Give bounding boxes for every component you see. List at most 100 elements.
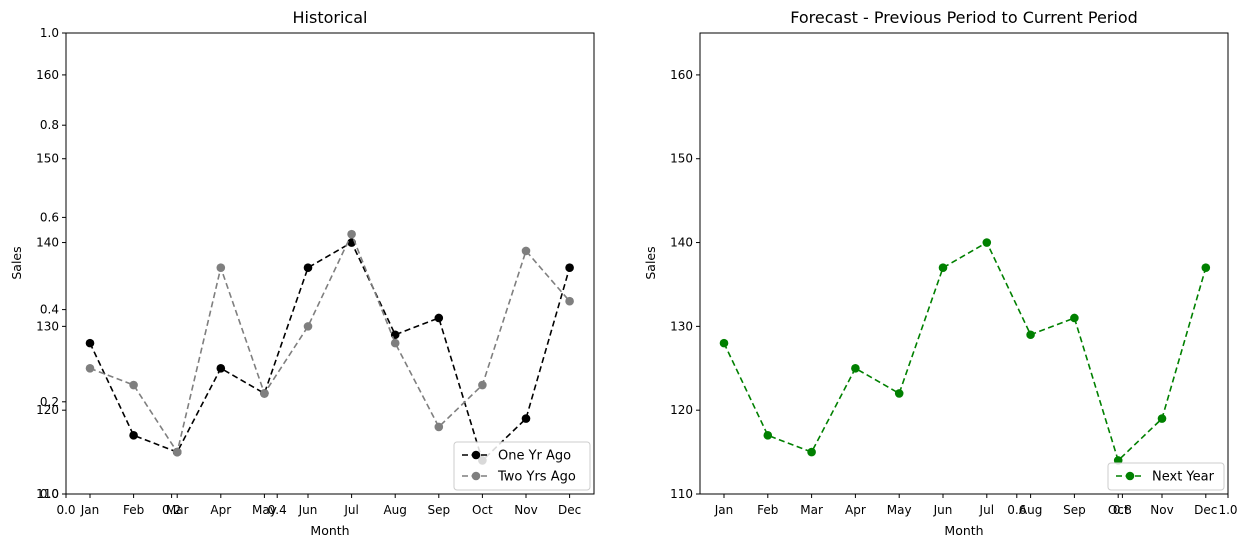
right-overlay-x-tick-label: 1.0 (1218, 503, 1237, 517)
right-series-0-point (719, 338, 729, 348)
right-x-axis-label: Month (944, 523, 983, 538)
right-legend-box (1107, 462, 1225, 491)
right-axes-frame (699, 32, 1229, 495)
right-series-0-point (1157, 414, 1167, 423)
right-x-tick-label: Aug (1019, 503, 1042, 517)
right-legend-marker (1125, 471, 1135, 481)
left-x-tick-label: Aug (383, 503, 406, 517)
left-series-1-point (347, 229, 356, 239)
left-x-tick-label: Jan (80, 503, 100, 517)
left-series-0-point (390, 330, 400, 340)
left-series-1-point (521, 246, 531, 256)
left-chart-title: Historical (293, 8, 368, 27)
right-series-0-point (938, 263, 948, 272)
right-x-tick-label: Jul (979, 503, 994, 517)
left-x-tick-label: Oct (472, 503, 493, 517)
left-series-line-1 (89, 232, 571, 455)
left-x-tick-label: Mar (166, 503, 189, 517)
left-overlay-x-tick-label: 0.0 (56, 503, 75, 517)
left-overlay-y-tick-label: 0.4 (40, 303, 59, 317)
left-series-1-point (434, 422, 444, 432)
left-x-tick-label: Apr (210, 503, 231, 517)
left-series-1-point (303, 322, 313, 331)
left-series-1-point (390, 338, 400, 348)
right-y-tick-label: 140 (670, 236, 693, 250)
left-y-tick-label: 130 (36, 319, 59, 333)
right-y-axis-label: Sales (643, 246, 658, 279)
right-series-0-point (851, 363, 860, 373)
right-series-0-point (982, 238, 992, 247)
right-y-tick-label: 160 (670, 68, 693, 82)
left-series-1-point (565, 296, 574, 306)
right-x-tick-label: Mar (800, 503, 823, 517)
right-y-tick-label: 120 (670, 403, 693, 417)
left-series-0-point (129, 431, 138, 440)
right-chart-title: Forecast - Previous Period to Current Pe… (790, 8, 1138, 27)
right-x-tick-label: Apr (845, 503, 866, 517)
left-legend-marker (471, 471, 481, 481)
right-overlay-x-tick-label: 0.8 (1113, 503, 1132, 517)
left-series-0-point (85, 338, 95, 348)
right-series-line-0 (723, 241, 1207, 462)
left-x-tick-label: Sep (427, 503, 450, 517)
left-y-tick-label: 120 (36, 403, 59, 417)
left-series-0-point (521, 414, 531, 423)
right-x-tick-label: Nov (1150, 503, 1173, 517)
right-y-tick-label: 130 (670, 319, 693, 333)
right-y-tick-label: 110 (670, 487, 693, 501)
left-overlay-x-tick-label: 0.4 (268, 503, 287, 517)
right-series-0-point (1201, 263, 1211, 272)
left-x-tick-label: Nov (514, 503, 537, 517)
left-x-tick-label: May (252, 503, 277, 517)
right-x-tick-label: Jun (933, 503, 953, 517)
right-series-0-point (1070, 313, 1079, 323)
left-plot-area: 110 120 130 140 150 160 Jan Feb Mar Apr May Jun Jul A… (36, 26, 595, 517)
left-overlay-x-tick-label: 0.2 (162, 503, 181, 517)
left-overlay-y-tick-label: 0.6 (40, 210, 59, 224)
right-series-0-point (1026, 330, 1035, 340)
left-series-1-point (260, 389, 269, 398)
left-series-1-point (478, 380, 487, 390)
left-y-tick-label: 150 (36, 152, 59, 166)
left-x-tick-label: Jul (343, 503, 358, 517)
left-series-0-point (216, 363, 226, 373)
left-legend-label: One Yr Ago (498, 449, 571, 464)
left-y-axis-label: Sales (9, 246, 24, 279)
right-x-tick-label: Jan (714, 503, 734, 517)
left-series-1-point (129, 380, 138, 390)
right-x-tick-label: Oct (1108, 503, 1129, 517)
left-y-tick-label: 160 (36, 68, 59, 82)
left-x-axis-label: Month (310, 523, 349, 538)
right-plot-area: 110 120 130 140 150 160 Jan Feb Mar Apr May Jun Jul A… (670, 32, 1238, 517)
left-overlay-y-tick-label: 0.0 (40, 487, 59, 501)
left-overlay-y-tick-label: 0.8 (40, 118, 59, 132)
left-overlay-y-tick-label: 0.2 (40, 395, 59, 409)
right-legend-label: Next Year (1152, 470, 1215, 485)
right-overlay-x-tick-label: 0.6 (1007, 503, 1026, 517)
left-series-0-point (565, 263, 574, 272)
left-y-tick-label: 140 (36, 236, 59, 250)
left-series-0-point (303, 263, 313, 272)
left-series-1-point (85, 363, 95, 373)
right-x-tick-label: May (887, 503, 912, 517)
left-series-1-point (216, 263, 226, 272)
left-legend-box (453, 441, 591, 491)
left-x-tick-label: Dec (558, 503, 581, 517)
right-x-tick-label: Feb (757, 503, 778, 517)
right-y-tick-label: 150 (670, 152, 693, 166)
left-overlay-y-tick-label: 1.0 (40, 26, 59, 40)
right-x-tick-label: Sep (1063, 503, 1086, 517)
left-legend-marker (471, 450, 481, 460)
left-x-tick-label: Jun (298, 503, 318, 517)
left-series-0-point (434, 313, 444, 323)
left-y-tick-label: 110 (36, 487, 59, 501)
right-series-0-point (807, 447, 816, 457)
right-series-0-point (894, 389, 904, 398)
left-axes-frame (65, 32, 595, 495)
left-x-tick-label: Feb (123, 503, 144, 517)
left-legend-label: Two Yrs Ago (497, 470, 576, 485)
left-series-1-point (172, 447, 182, 457)
right-x-tick-label: Dec (1194, 503, 1217, 517)
